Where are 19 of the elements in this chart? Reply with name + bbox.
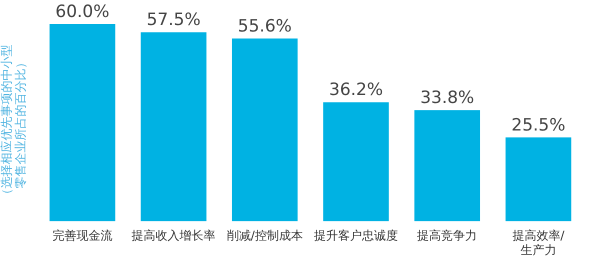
y-axis-title: （选择相应优先事项的中小型零售企业所占的百分比） <box>0 44 28 201</box>
bar <box>323 102 389 222</box>
data-label: 60.0% <box>55 2 110 22</box>
bar <box>50 24 116 222</box>
bar <box>232 38 298 222</box>
x-tick-label: 提高竞争力 <box>417 228 478 243</box>
x-tick-label: 完善现金流 <box>52 228 112 243</box>
data-label: 33.8% <box>420 88 474 108</box>
bar <box>140 32 206 222</box>
data-label: 57.5% <box>146 10 201 30</box>
data-label: 36.2% <box>328 80 384 100</box>
bar <box>414 110 480 222</box>
data-label: 55.6% <box>238 16 292 36</box>
bar <box>506 137 572 222</box>
x-tick-label: 削减/控制成本 <box>226 228 303 243</box>
x-tick-label: 提升客户忠诚度 <box>314 228 398 243</box>
data-label: 25.5% <box>511 115 566 136</box>
x-tick-label: 提高收入增长率 <box>132 228 216 243</box>
x-tick-label: 提高效率/生产力 <box>512 228 566 257</box>
